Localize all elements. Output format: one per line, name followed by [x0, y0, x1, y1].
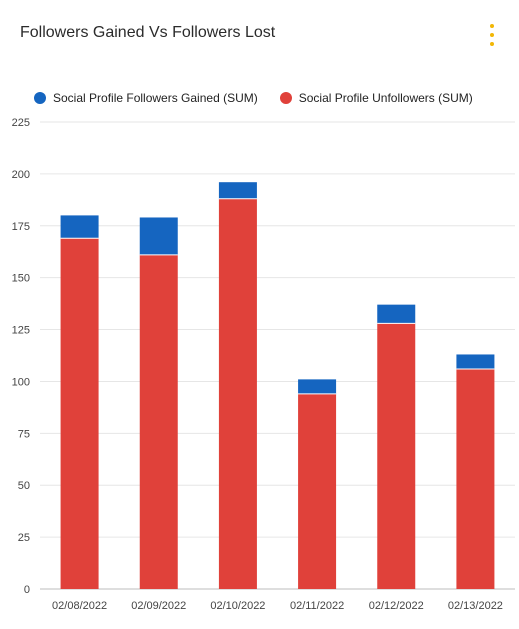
legend-label-gained: Social Profile Followers Gained (SUM): [53, 91, 258, 105]
bar-unfollowers[interactable]: [60, 238, 99, 589]
bar-followers-gained[interactable]: [139, 217, 178, 255]
bar-followers-gained[interactable]: [298, 379, 337, 394]
bar-followers-gained[interactable]: [60, 215, 99, 239]
x-tick-label: 02/08/2022: [52, 600, 107, 612]
y-tick-label: 125: [12, 325, 30, 337]
x-tick-label: 02/13/2022: [448, 600, 503, 612]
y-tick-label: 150: [12, 273, 30, 285]
x-tick-label: 02/11/2022: [290, 600, 344, 612]
bar-unfollowers[interactable]: [139, 254, 178, 589]
bar-unfollowers[interactable]: [377, 323, 416, 589]
chart-legend: Social Profile Followers Gained (SUM) So…: [34, 91, 495, 105]
y-tick-label: 50: [18, 480, 30, 492]
bar-followers-gained[interactable]: [377, 304, 416, 324]
y-tick-label: 175: [12, 221, 30, 233]
bar-unfollowers[interactable]: [456, 368, 495, 589]
bar-followers-gained[interactable]: [456, 354, 495, 369]
legend-item-gained[interactable]: Social Profile Followers Gained (SUM): [34, 91, 258, 105]
kebab-menu-icon[interactable]: [484, 22, 500, 48]
y-tick-label: 200: [12, 169, 30, 181]
bar-followers-gained[interactable]: [218, 182, 257, 199]
y-tick-label: 25: [18, 532, 30, 544]
bar-unfollowers[interactable]: [298, 393, 337, 589]
chart-title: Followers Gained Vs Followers Lost: [20, 24, 276, 41]
legend-swatch-unfollowers: [279, 92, 292, 104]
y-tick-label: 100: [12, 376, 30, 388]
x-tick-label: 02/10/2022: [210, 600, 265, 612]
x-tick-label: 02/09/2022: [131, 600, 186, 612]
legend-label-unfollowers: Social Profile Unfollowers (SUM): [298, 91, 473, 105]
y-tick-label: 225: [12, 117, 30, 129]
legend-item-unfollowers[interactable]: Social Profile Unfollowers (SUM): [279, 91, 473, 105]
x-tick-label: 02/12/2022: [369, 600, 424, 612]
bar-unfollowers[interactable]: [218, 198, 257, 589]
legend-swatch-gained: [34, 92, 46, 104]
y-tick-label: 0: [24, 584, 30, 596]
y-tick-label: 75: [18, 428, 30, 440]
